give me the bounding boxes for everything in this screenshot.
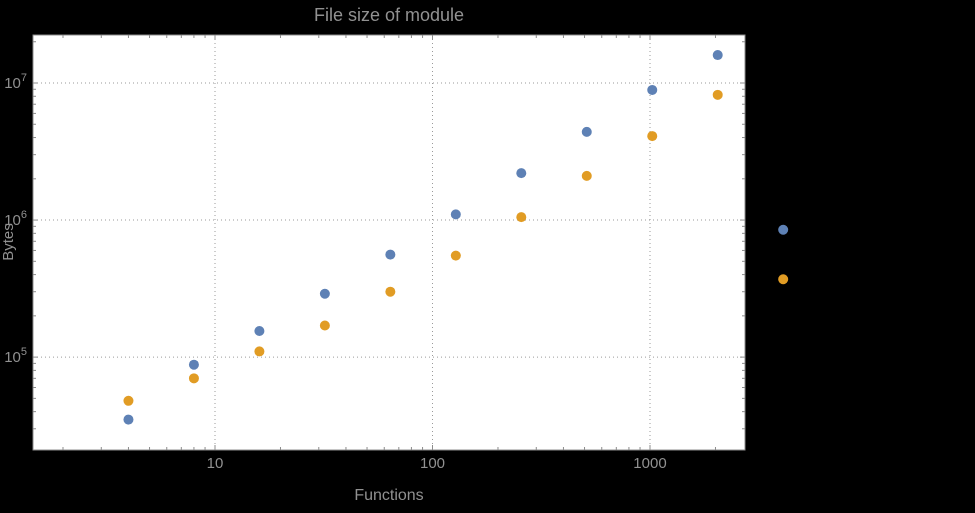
data-point-blue — [778, 224, 789, 235]
data-point-blue — [123, 414, 134, 425]
data-point-orange — [450, 250, 461, 261]
data-point-blue — [319, 288, 330, 299]
y-axis-label: Bytes — [0, 223, 17, 261]
data-point-blue — [581, 126, 592, 137]
data-point-blue — [188, 359, 199, 370]
data-point-orange — [319, 320, 330, 331]
y-tick-label: 105 — [4, 346, 27, 366]
y-tick-label: 106 — [4, 209, 27, 229]
data-point-blue — [450, 209, 461, 220]
data-point-orange — [254, 346, 265, 357]
y-tick-label: 107 — [4, 72, 27, 92]
data-point-blue — [647, 84, 658, 95]
data-point-blue — [254, 326, 265, 337]
data-point-orange — [123, 395, 134, 406]
data-point-orange — [581, 170, 592, 181]
data-point-orange — [516, 212, 527, 223]
x-tick-label: 100 — [420, 455, 445, 472]
plot-area — [33, 35, 745, 450]
x-tick-label: 10 — [207, 455, 224, 472]
data-point-orange — [385, 286, 396, 297]
data-point-blue — [385, 249, 396, 260]
x-tick-label: 1000 — [633, 455, 666, 472]
data-point-orange — [188, 373, 199, 384]
plot-frame — [32, 34, 746, 451]
data-point-blue — [712, 50, 723, 61]
chart-title: File size of module — [313, 5, 465, 25]
x-axis-label: Functions — [354, 487, 424, 504]
data-point-orange — [712, 89, 723, 100]
data-point-orange — [778, 274, 789, 285]
data-point-blue — [516, 168, 527, 179]
data-point-orange — [647, 131, 658, 142]
